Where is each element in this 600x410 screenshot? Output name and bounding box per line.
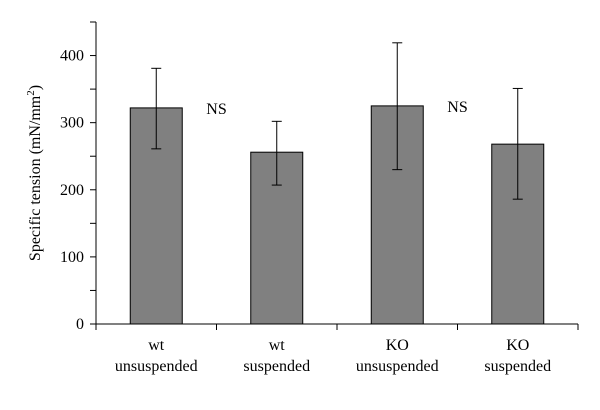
ns-annotation: NS <box>447 99 467 116</box>
y-tick-label: 200 <box>60 182 84 199</box>
x-category-label: KO <box>386 337 409 354</box>
y-axis-title: Specific tension (mN/mm2) <box>25 85 44 261</box>
x-category-label: KO <box>506 337 529 354</box>
y-tick-labels: 0 100 200 300 400 <box>60 48 84 333</box>
x-category-label: suspended <box>484 358 551 375</box>
ns-annotation: NS <box>206 101 226 118</box>
x-category-label: wt <box>148 337 165 354</box>
x-category-label: unsuspended <box>115 358 198 375</box>
y-tick-label: 0 <box>76 316 84 333</box>
y-tick-label: 100 <box>60 249 84 266</box>
bars-group <box>129 105 545 325</box>
y-axis-title-suffix: ) <box>27 85 44 90</box>
y-tick-label: 400 <box>60 48 84 65</box>
y-tick-label: 300 <box>60 115 84 132</box>
x-category-labels: wt unsuspended wt suspended KO unsuspended KO s… <box>115 337 551 375</box>
x-category-label: unsuspended <box>356 358 439 375</box>
y-axis-title-text: Specific tension (mN/mm2) <box>25 85 44 261</box>
annotations-group: NS NS <box>206 99 467 118</box>
x-category-label: suspended <box>243 358 310 375</box>
y-axis-title-main: Specific tension (mN/mm <box>27 95 44 261</box>
y-axis-title-superscript: 2 <box>25 90 37 96</box>
error-bars-group <box>151 42 523 200</box>
x-category-label: wt <box>269 337 286 354</box>
